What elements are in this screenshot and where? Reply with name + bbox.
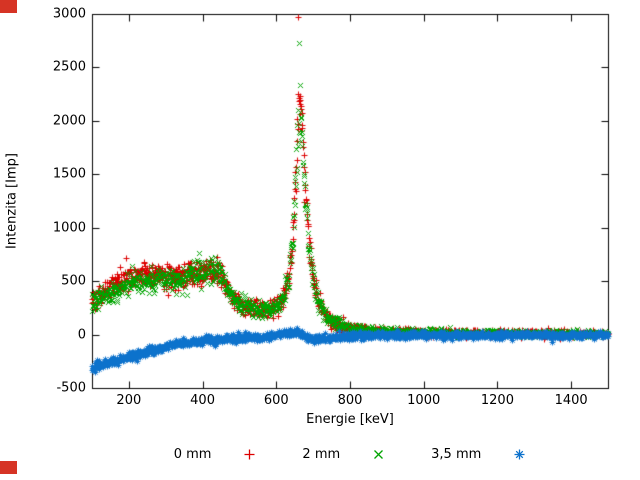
x-tick-label: 600 — [263, 393, 289, 408]
x-tick-label: 1000 — [407, 393, 441, 408]
cross-marker-icon — [372, 448, 385, 461]
legend-item-2mm: 2 mm — [302, 447, 385, 462]
legend: 0 mm 2 mm 3,5 mm — [92, 447, 608, 462]
y-tick-label: -500 — [56, 380, 86, 396]
y-tick-label: 500 — [61, 273, 86, 289]
screen-corner-marker-bottom-left — [0, 461, 17, 474]
y-tick-label: 1000 — [52, 220, 86, 236]
screen-corner-marker-top-left — [0, 0, 17, 13]
y-tick-label: 3000 — [52, 6, 86, 22]
x-axis-title: Energie [keV] — [306, 412, 394, 427]
asterisk-marker-icon — [513, 448, 526, 461]
y-axis-title: Intenzita [Imp] — [4, 153, 20, 249]
x-tick-label: 1200 — [480, 393, 514, 408]
y-axis-tick-labels: -500 0 500 1000 1500 2000 2500 3000 — [28, 0, 86, 420]
x-tick-label: 200 — [116, 393, 142, 408]
y-tick-label: 0 — [77, 327, 86, 343]
x-tick-label: 400 — [190, 393, 215, 408]
y-tick-label: 2500 — [52, 59, 86, 75]
legend-item-0mm: 0 mm — [174, 447, 257, 462]
y-tick-label: 1500 — [52, 166, 86, 182]
plus-marker-icon — [243, 448, 256, 461]
legend-label: 3,5 mm — [431, 447, 482, 462]
legend-label: 0 mm — [173, 447, 212, 462]
x-tick-label: 1400 — [554, 393, 588, 408]
legend-item-3-5mm: 3,5 mm — [431, 447, 526, 462]
x-tick-label: 800 — [337, 393, 363, 408]
legend-label: 2 mm — [302, 447, 341, 462]
y-tick-label: 2000 — [52, 113, 86, 129]
x-axis-tick-labels: 200 400 600 800 1000 1200 1400 — [0, 393, 640, 411]
